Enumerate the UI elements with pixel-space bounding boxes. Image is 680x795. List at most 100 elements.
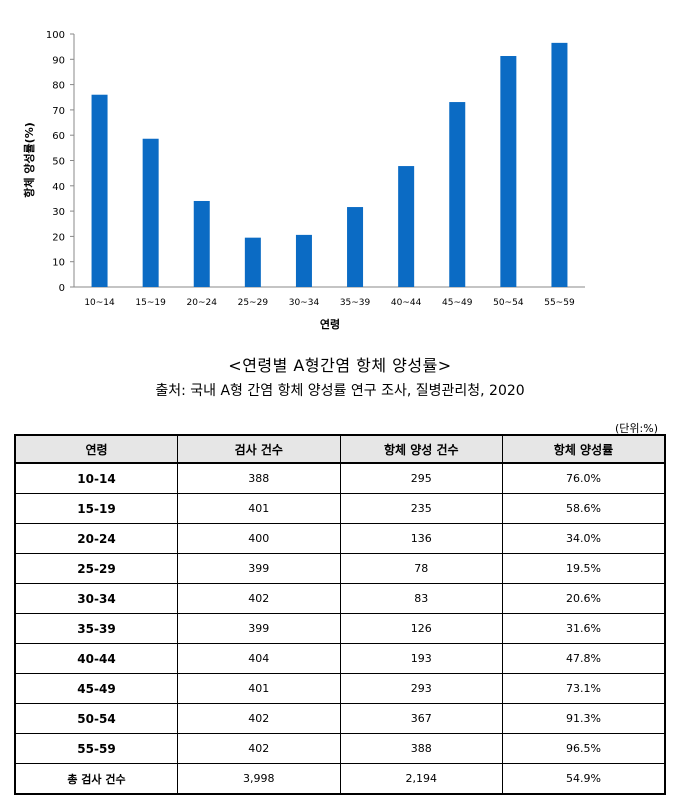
table-row: 25-29 399 78 19.5% [14,553,666,584]
unit-note: (단위:%) [615,422,658,435]
x-tick-label: 40~44 [391,298,422,308]
cell-positive-rate: 91.3% [502,703,666,734]
cell-positive-rate: 31.6% [502,613,666,644]
cell-age: 50-54 [14,703,178,734]
table-row: 50-54 402 367 91.3% [14,703,666,734]
bar-series [91,42,568,288]
table-row: 45-49 401 293 73.1% [14,673,666,704]
x-axis-ticks: 10~14 15~19 20~24 25~29 30~34 35~39 40~44 45~49… [84,298,575,308]
cell-positive-rate: 34.0% [502,523,666,554]
y-tick-label: 80 [52,81,65,92]
y-tick-label: 60 [52,131,65,142]
x-axis-label: 연령 [320,317,340,331]
cell-positive-rate: 96.5% [502,733,666,764]
header-age: 연령 [14,434,178,464]
cell-positive-rate: 47.8% [502,643,666,674]
bar [244,237,261,287]
cell-test-count: 401 [177,493,341,524]
y-axis-ticks: 0 10 20 30 40 50 60 70 80 90 100 [46,30,74,294]
table-row: 15-19 401 235 58.6% [14,493,666,524]
cell-test-count: 402 [177,733,341,764]
cell-test-count: 3,998 [177,763,341,795]
y-tick-label: 0 [59,283,65,294]
cell-positive-count: 235 [339,493,503,524]
cell-positive-rate: 19.5% [502,553,666,584]
table-row: 20-24 400 136 34.0% [14,523,666,554]
cell-test-count: 404 [177,643,341,674]
cell-positive-count: 78 [339,553,503,584]
cell-test-count: 402 [177,703,341,734]
cell-test-count: 399 [177,553,341,584]
header-test-count: 검사 건수 [177,434,341,464]
cell-age: 40-44 [14,643,178,674]
x-tick-label: 35~39 [340,298,371,308]
table-row: 40-44 404 193 47.8% [14,643,666,674]
bar-chart: 0 10 20 30 40 50 60 70 80 90 100 10~14 15~19 20~24 25… [22,30,585,331]
x-tick-label: 15~19 [135,298,166,308]
cell-positive-rate: 54.9% [502,763,666,795]
cell-age: 10-14 [14,462,178,494]
cell-test-count: 401 [177,673,341,704]
table-row: 55-59 402 388 96.5% [14,733,666,764]
bar [398,166,415,287]
cell-age: 30-34 [14,583,178,614]
bar [347,207,364,287]
y-tick-label: 100 [46,30,65,41]
header-positive-rate: 항체 양성률 [502,434,666,464]
header-positive-count: 항체 양성 건수 [339,434,503,464]
bar [142,138,159,287]
y-tick-label: 20 [52,232,65,243]
cell-positive-count: 193 [339,643,503,674]
cell-age: 20-24 [14,523,178,554]
chart-caption-source: 출처: 국내 A형 간염 항체 양성률 연구 조사, 질병관리청, 2020 [155,383,525,399]
x-tick-label: 20~24 [187,298,218,308]
table-row: 10-14 388 295 76.0% [14,462,666,494]
table-header-row: 연령 검사 건수 항체 양성 건수 항체 양성률 [14,434,666,464]
cell-positive-rate: 73.1% [502,673,666,704]
cell-age: 45-49 [14,673,178,704]
cell-age: 35-39 [14,613,178,644]
bar [551,42,568,288]
bar [295,234,312,287]
bar [193,200,210,287]
total-label: 총 검사 건수 [14,763,178,795]
y-tick-label: 10 [52,258,65,269]
y-tick-label: 50 [52,157,65,168]
chart-caption-title: <연령별 A형간염 항체 양성률> [228,356,452,375]
y-tick-label: 30 [52,207,65,218]
bar [91,94,108,287]
cell-test-count: 388 [177,462,341,494]
table-row: 35-39 399 126 31.6% [14,613,666,644]
cell-positive-count: 83 [339,583,503,614]
bar [500,56,517,287]
cell-age: 25-29 [14,553,178,584]
cell-positive-count: 293 [339,673,503,704]
cell-positive-rate: 76.0% [502,462,666,494]
x-tick-label: 45~49 [442,298,473,308]
cell-age: 15-19 [14,493,178,524]
cell-positive-count: 367 [339,703,503,734]
x-tick-label: 30~34 [289,298,320,308]
x-tick-label: 25~29 [238,298,269,308]
cell-positive-count: 126 [339,613,503,644]
cell-positive-count: 136 [339,523,503,554]
bar [449,102,466,287]
table-total-row: 총 검사 건수 3,998 2,194 54.9% [14,763,666,795]
cell-positive-count: 295 [339,462,503,494]
y-tick-label: 40 [52,182,65,193]
cell-test-count: 399 [177,613,341,644]
cell-test-count: 400 [177,523,341,554]
y-tick-label: 90 [52,55,65,66]
cell-positive-rate: 20.6% [502,583,666,614]
table-row: 30-34 402 83 20.6% [14,583,666,614]
x-tick-label: 50~54 [493,298,524,308]
y-axis-label: 항체 양성률(%) [22,122,36,198]
cell-test-count: 402 [177,583,341,614]
cell-age: 55-59 [14,733,178,764]
cell-positive-count: 2,194 [339,763,503,795]
y-tick-label: 70 [52,106,65,117]
x-tick-label: 10~14 [84,298,115,308]
cell-positive-rate: 58.6% [502,493,666,524]
antibody-table: 연령 검사 건수 항체 양성 건수 항체 양성률 10-14 388 295 76.0… [14,434,666,795]
cell-positive-count: 388 [339,733,503,764]
